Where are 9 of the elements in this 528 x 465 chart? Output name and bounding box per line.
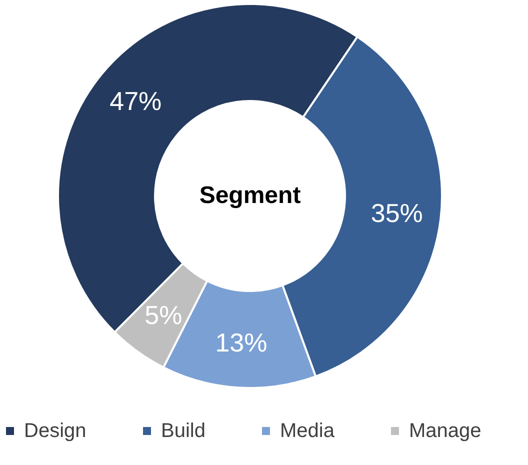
data-label: 5%	[144, 300, 182, 330]
legend-label: Manage	[409, 420, 482, 442]
legend-label: Build	[161, 420, 206, 442]
data-label: 35%	[370, 198, 423, 228]
text: Segment	[199, 182, 301, 209]
data-label: 13%	[215, 328, 268, 358]
legend-label: Media	[280, 420, 336, 442]
legend-label: Design	[24, 420, 86, 442]
data-label: 47%	[110, 86, 162, 116]
